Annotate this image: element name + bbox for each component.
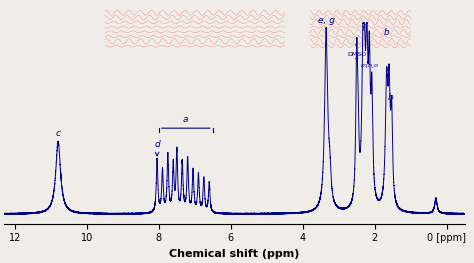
Text: b: b [384,28,390,37]
Text: DMSO: DMSO [347,52,366,61]
Text: b: b [388,93,394,102]
X-axis label: Chemical shift (ppm): Chemical shift (ppm) [169,249,300,259]
Text: f: f [362,24,365,33]
Text: a: a [183,115,189,124]
Text: c: c [55,129,61,138]
Text: d: d [154,140,160,156]
Text: e, g: e, g [318,16,335,25]
Text: m,n,o: m,n,o [360,63,378,68]
Text: i: i [355,39,357,48]
